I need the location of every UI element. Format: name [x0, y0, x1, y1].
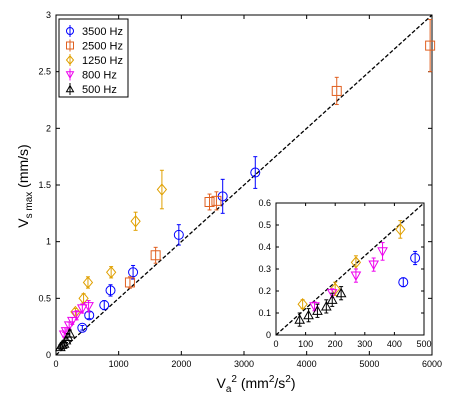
y-tick-label: 0	[46, 350, 51, 360]
data-point	[71, 311, 83, 321]
x-axis-label: Va2 (mm2/s2)	[216, 374, 295, 395]
y-tick-label: 0.6	[258, 198, 271, 208]
data-point	[297, 298, 308, 311]
main-plot: 0 1000 2000 3000 4000 5000 600000.511.522.5335…	[38, 10, 442, 369]
data-point	[105, 266, 117, 279]
data-point	[63, 321, 75, 332]
data-point	[350, 271, 362, 282]
y-tick-label: 0.5	[258, 220, 271, 230]
legend-marker	[65, 84, 75, 93]
x-tick-label: 100	[298, 339, 313, 349]
data-point	[156, 183, 168, 196]
x-tick-label: 6000	[422, 359, 442, 369]
y-tick-label: 0.3	[258, 264, 271, 274]
x-tick-label: 1000	[109, 359, 129, 369]
data-point	[395, 223, 406, 236]
data-point	[303, 309, 314, 320]
data-point	[83, 302, 94, 312]
data-point	[326, 294, 338, 304]
data-point	[335, 287, 347, 298]
data-point	[320, 300, 332, 311]
data-point	[250, 167, 261, 178]
data-point	[204, 197, 215, 207]
legend-label: 3500 Hz	[82, 26, 123, 38]
data-point	[368, 260, 380, 271]
data-point	[130, 215, 141, 228]
y-tick-label: 1	[46, 237, 51, 247]
data-point	[350, 256, 362, 269]
series-square	[124, 19, 436, 289]
data-point	[84, 310, 95, 321]
series-circle	[398, 250, 421, 288]
series-triangle-down	[309, 242, 388, 312]
y-tick-label: 0.2	[258, 286, 271, 296]
x-tick-label: 0	[53, 359, 58, 369]
data-point	[128, 267, 139, 278]
data-point	[326, 289, 338, 299]
x-tick-label: 4000	[297, 359, 317, 369]
legend-marker	[65, 71, 75, 80]
y-tick-label: 0	[266, 330, 271, 340]
series-diamond	[297, 220, 406, 311]
series-triangle-up	[294, 286, 347, 327]
legend-label: 1250 Hz	[82, 55, 123, 67]
data-point	[211, 195, 222, 206]
x-tick-label: 5000	[359, 359, 379, 369]
data-point	[173, 229, 184, 240]
x-tick-label: 3000	[234, 359, 254, 369]
y-tick-label: 0.5	[38, 293, 51, 303]
x-tick-label: 2000	[171, 359, 191, 369]
data-point	[77, 322, 88, 333]
data-point	[312, 305, 323, 315]
legend-label: 500 Hz	[82, 84, 117, 96]
legend-marker	[66, 41, 74, 50]
series-circle	[77, 156, 261, 333]
y-axis-label: Vs max (mm/s)	[15, 144, 35, 227]
data-point	[377, 247, 388, 257]
data-point	[105, 285, 116, 296]
x-tick-label: 200	[328, 339, 343, 349]
series-triangle-down	[58, 300, 94, 341]
data-point	[66, 316, 78, 327]
data-point	[124, 277, 135, 288]
data-point	[64, 327, 76, 338]
x-tick-label: 0	[273, 339, 278, 349]
y-tick-label: 2	[46, 123, 51, 133]
legend-marker	[66, 27, 74, 35]
series-diamond	[70, 169, 168, 319]
x-tick-label: 500	[416, 339, 431, 349]
data-point	[82, 276, 94, 289]
x-tick-label: 300	[357, 339, 372, 349]
y-tick-label: 1.5	[38, 180, 51, 190]
inset-plot: 0 100 200 300 400 500 0 0.1 0.2 0.3 0.4 0.5 0.6	[258, 198, 431, 349]
data-point	[330, 282, 341, 295]
data-point	[398, 277, 409, 288]
series-triangle-up	[55, 327, 76, 352]
legend-label: 2500 Hz	[82, 41, 123, 53]
data-point	[425, 40, 436, 51]
legend-marker	[65, 55, 75, 65]
y-tick-label: 0.1	[258, 308, 271, 318]
y-tick-label: 0.4	[258, 242, 271, 252]
data-point	[76, 304, 88, 315]
x-tick-label: 400	[387, 339, 402, 349]
data-point	[410, 253, 421, 263]
reference-line	[55, 14, 433, 356]
data-point	[99, 300, 110, 311]
data-point	[294, 314, 306, 324]
legend-label: 800 Hz	[82, 70, 117, 82]
data-point	[150, 250, 161, 261]
legend: 3500 Hz 2500 Hz 1250 Hz 800 Hz 500 Hz	[58, 18, 129, 98]
y-tick-label: 3	[46, 10, 51, 20]
y-tick-label: 2.5	[38, 67, 51, 77]
data-point	[331, 85, 342, 96]
